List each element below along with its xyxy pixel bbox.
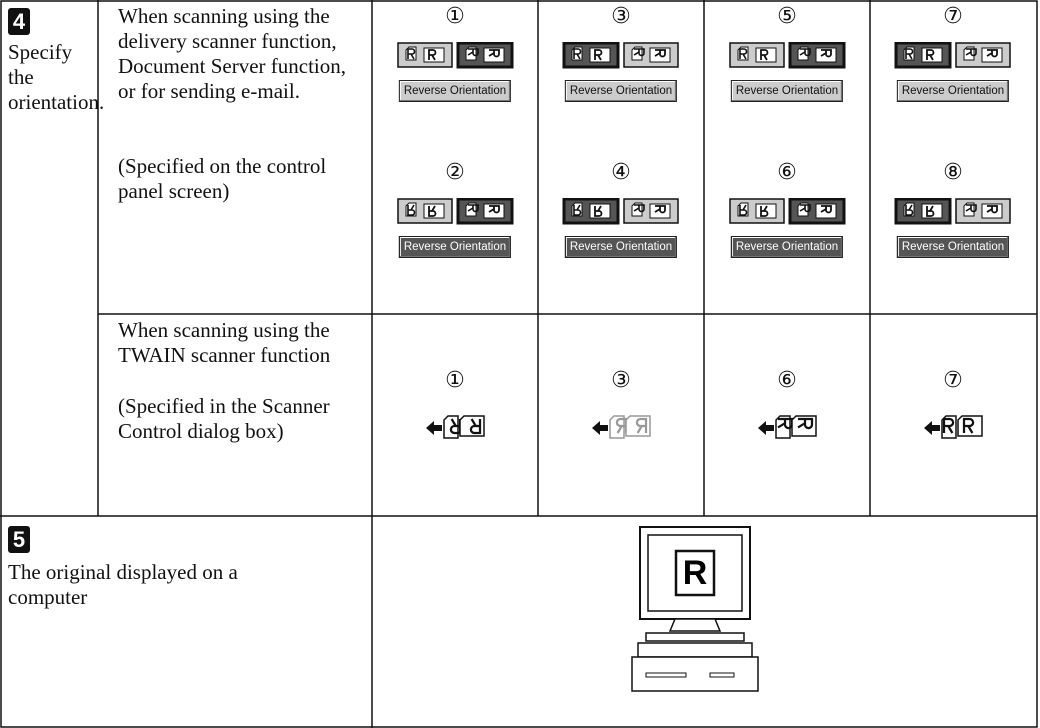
- description: When scanning using the delivery scanner…: [118, 4, 347, 103]
- reverse-button: Reverse Orientation: [398, 80, 512, 102]
- orientation-buttons: [562, 42, 679, 69]
- twain-orientation-icon: [924, 415, 983, 439]
- circled-number: ①: [445, 368, 465, 393]
- reverse-button: Reverse Orientation: [896, 80, 1010, 102]
- orientation-buttons: [894, 42, 1011, 69]
- orientation-buttons: [562, 198, 679, 225]
- circled-number: ②: [445, 160, 465, 185]
- circled-number: ①: [445, 4, 465, 29]
- orientation-buttons: [397, 42, 514, 69]
- note: (Specified on the control panel screen): [118, 154, 327, 203]
- reverse-button: Reverse Orientation: [398, 236, 512, 258]
- twain-orientation-icon: [758, 415, 817, 439]
- reverse-button: Reverse Orientation: [896, 236, 1010, 258]
- circled-number: ④: [611, 160, 631, 185]
- twain-orientation-icon: [592, 415, 651, 439]
- circled-number: ⑦: [943, 4, 963, 29]
- step-number: 4: [8, 8, 30, 35]
- orientation-buttons: [397, 198, 514, 225]
- step-label: The original displayed on a computer: [8, 560, 238, 609]
- description: When scanning using the TWAIN scanner fu…: [118, 318, 331, 367]
- note: (Specified in the Scanner Control dialog…: [118, 394, 330, 443]
- step-number: 5: [8, 526, 30, 553]
- orientation-buttons: [729, 198, 846, 225]
- twain-orientation-icon: [426, 415, 485, 439]
- circled-number: ③: [611, 4, 631, 29]
- reverse-button: Reverse Orientation: [730, 80, 844, 102]
- circled-number: ⑧: [943, 160, 963, 185]
- step-label: Specify the orientation.: [8, 40, 105, 114]
- orientation-buttons: [729, 42, 846, 69]
- circled-number: ⑥: [777, 368, 797, 393]
- circled-number: ⑦: [943, 368, 963, 393]
- computer-illustration: R: [631, 526, 759, 692]
- orientation-buttons: [894, 198, 1011, 225]
- circled-number: ③: [611, 368, 631, 393]
- screen-letter: R: [683, 554, 708, 592]
- reverse-button: Reverse Orientation: [564, 80, 678, 102]
- circled-number: ⑥: [777, 160, 797, 185]
- reverse-button: Reverse Orientation: [730, 236, 844, 258]
- circled-number: ⑤: [777, 4, 797, 29]
- reverse-button: Reverse Orientation: [564, 236, 678, 258]
